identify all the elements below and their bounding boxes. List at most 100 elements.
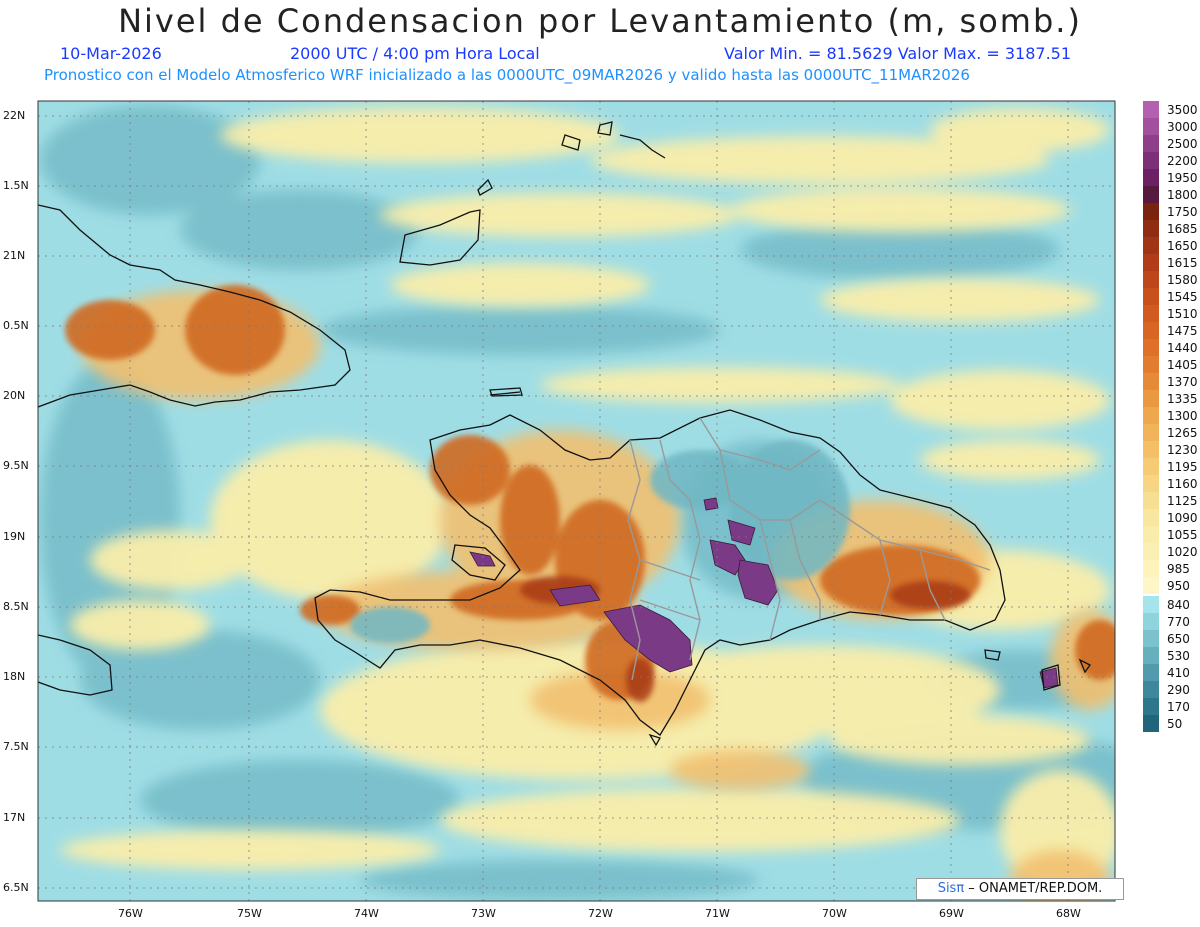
legend-swatch [1143, 203, 1159, 220]
legend-label: 530 [1167, 649, 1190, 663]
lat-label: 6.5N [3, 881, 29, 894]
legend-label: 1750 [1167, 205, 1198, 219]
legend-row: 1950 [1143, 169, 1199, 186]
legend-swatch [1143, 698, 1159, 715]
legend-row: 1020 [1143, 543, 1199, 560]
lat-label: 20N [3, 389, 26, 402]
legend-row: 170 [1143, 698, 1199, 715]
legend-label: 1055 [1167, 528, 1198, 542]
legend-row: 1090 [1143, 509, 1199, 526]
legend-swatch [1143, 390, 1159, 407]
legend-swatch [1143, 596, 1159, 613]
legend-swatch [1143, 664, 1159, 681]
legend-label: 290 [1167, 683, 1190, 697]
map-frame [37, 100, 1116, 902]
legend-swatch [1143, 169, 1159, 186]
legend-label: 50 [1167, 717, 1183, 731]
legend-swatch [1143, 186, 1159, 203]
legend-swatch [1143, 613, 1159, 630]
lon-label: 68W [1056, 907, 1081, 920]
lcl-shaded-field [38, 101, 1115, 901]
legend-row: 410 [1143, 664, 1199, 681]
lat-label: 19N [3, 530, 26, 543]
legend-swatch [1143, 356, 1159, 373]
legend-row: 1230 [1143, 441, 1199, 458]
lon-label: 74W [354, 907, 379, 920]
legend-row: 1370 [1143, 373, 1199, 390]
legend-label: 1230 [1167, 443, 1198, 457]
legend-label: 410 [1167, 666, 1190, 680]
coastlines [38, 121, 1091, 747]
legend-row: 290 [1143, 681, 1199, 698]
legend-row: 1685 [1143, 220, 1199, 237]
lat-label: 18N [3, 670, 26, 683]
lon-label: 72W [588, 907, 613, 920]
legend-row: 1335 [1143, 390, 1199, 407]
legend-row: 2500 [1143, 135, 1199, 152]
legend-label: 770 [1167, 615, 1190, 629]
map-title: Nivel de Condensacion por Levantamiento … [118, 2, 1082, 40]
legend-label: 1020 [1167, 545, 1198, 559]
lat-label: 8.5N [3, 600, 29, 613]
credit-box: Sisπ – ONAMET/REP.DOM. [916, 878, 1124, 900]
legend-row: 1800 [1143, 186, 1199, 203]
legend-label: 1160 [1167, 477, 1198, 491]
legend-swatch [1143, 630, 1159, 647]
legend-swatch [1143, 492, 1159, 509]
legend-swatch [1143, 237, 1159, 254]
legend-row: 530 [1143, 647, 1199, 664]
legend-row: 840 [1143, 596, 1199, 613]
legend-swatch [1143, 271, 1159, 288]
legend-row: 1055 [1143, 526, 1199, 543]
legend-swatch [1143, 475, 1159, 492]
legend-swatch [1143, 135, 1159, 152]
legend-label: 1545 [1167, 290, 1198, 304]
legend-row: 1125 [1143, 492, 1199, 509]
legend-row: 1580 [1143, 271, 1199, 288]
legend-swatch [1143, 407, 1159, 424]
legend-swatch [1143, 458, 1159, 475]
forecast-time: 2000 UTC / 4:00 pm Hora Local [290, 44, 540, 63]
lat-label: 22N [3, 109, 26, 122]
legend-row: 1545 [1143, 288, 1199, 305]
lat-label: 1.5N [3, 179, 29, 192]
legend-swatch [1143, 322, 1159, 339]
legend-row: 1440 [1143, 339, 1199, 356]
legend-label: 1800 [1167, 188, 1198, 202]
legend-row: 1750 [1143, 203, 1199, 220]
lat-label: 0.5N [3, 319, 29, 332]
credit-brand: Sisπ [937, 881, 965, 896]
lon-label: 69W [939, 907, 964, 920]
legend-row: 1195 [1143, 458, 1199, 475]
lon-label: 75W [237, 907, 262, 920]
lon-label: 71W [705, 907, 730, 920]
legend-row: 1160 [1143, 475, 1199, 492]
legend-swatch [1143, 220, 1159, 237]
legend-swatch [1143, 118, 1159, 135]
legend-row: 3500 [1143, 101, 1199, 118]
legend-row: 950 [1143, 577, 1199, 594]
legend-label: 1510 [1167, 307, 1198, 321]
legend-label: 1370 [1167, 375, 1198, 389]
legend-swatch [1143, 526, 1159, 543]
legend-label: 1685 [1167, 222, 1198, 236]
legend-row: 1405 [1143, 356, 1199, 373]
legend-label: 2500 [1167, 137, 1198, 151]
legend-label: 3500 [1167, 103, 1198, 117]
legend-swatch [1143, 424, 1159, 441]
legend-swatch [1143, 715, 1159, 732]
legend-row: 770 [1143, 613, 1199, 630]
lon-label: 73W [471, 907, 496, 920]
lat-label: 17N [3, 811, 26, 824]
legend-swatch [1143, 152, 1159, 169]
legend-label: 650 [1167, 632, 1190, 646]
legend-label: 1125 [1167, 494, 1198, 508]
legend-label: 1650 [1167, 239, 1198, 253]
legend-swatch [1143, 441, 1159, 458]
legend-label: 2200 [1167, 154, 1198, 168]
legend-label: 1405 [1167, 358, 1198, 372]
legend-row: 50 [1143, 715, 1199, 732]
forecast-note: Pronostico con el Modelo Atmosferico WRF… [44, 66, 970, 84]
lon-label: 76W [118, 907, 143, 920]
